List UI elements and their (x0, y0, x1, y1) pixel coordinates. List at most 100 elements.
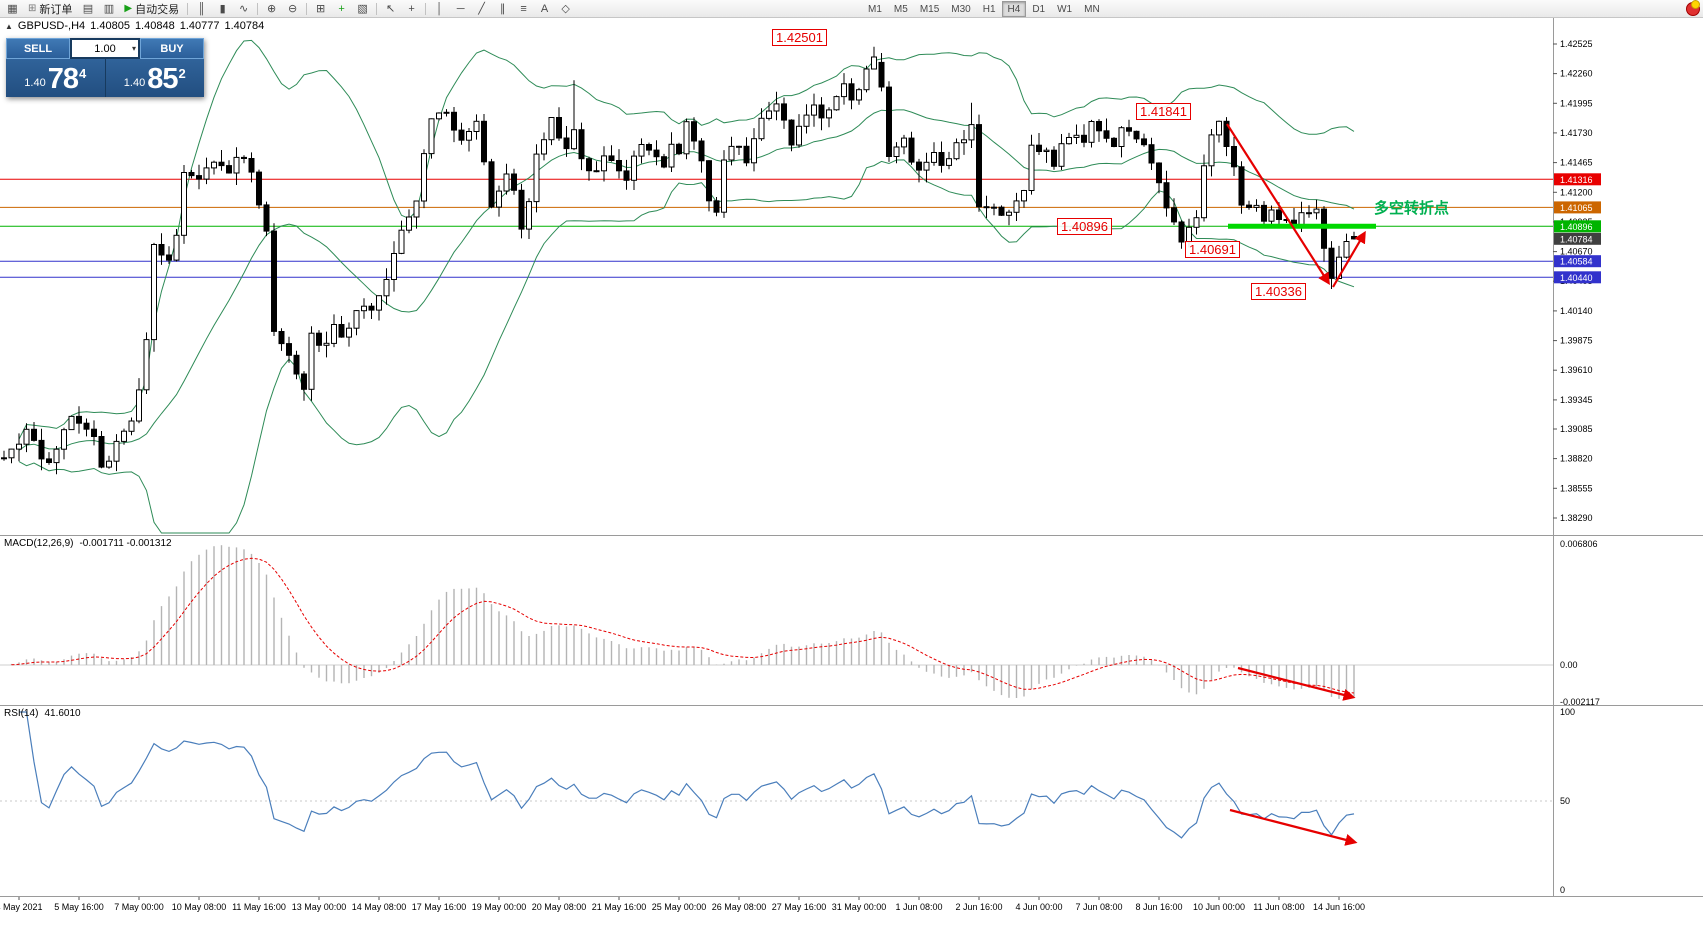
svg-text:10 May 08:00: 10 May 08:00 (172, 902, 227, 912)
navigator-icon[interactable]: ▧ (357, 3, 368, 15)
svg-text:4 Jun 00:00: 4 Jun 00:00 (1015, 902, 1062, 912)
svg-text:14 May 08:00: 14 May 08:00 (352, 902, 407, 912)
svg-text:21 May 16:00: 21 May 16:00 (592, 902, 647, 912)
equidistant-channel-icon[interactable]: ∥ (499, 3, 506, 15)
volume-input[interactable]: 1.00 ▾ (72, 40, 138, 57)
svg-text:1.41995: 1.41995 (1560, 98, 1593, 108)
svg-text:1.42525: 1.42525 (1560, 39, 1593, 49)
svg-text:13 May 00:00: 13 May 00:00 (292, 902, 347, 912)
trendline-icon[interactable]: ╱ (478, 3, 485, 15)
ohlc-open: 1.40805 (90, 20, 130, 32)
svg-text:0.006806: 0.006806 (1560, 539, 1598, 549)
svg-text:1.41316: 1.41316 (1560, 175, 1593, 185)
candlestick-chart-icon[interactable]: ▮ (219, 3, 226, 15)
svg-text:1.40584: 1.40584 (1560, 257, 1593, 267)
macd-name: MACD(12,26,9) (4, 538, 74, 549)
sell-price-point: 4 (78, 66, 87, 81)
timeframe-m5-button[interactable]: M5 (893, 3, 908, 15)
line-chart-icon[interactable]: ∿ (238, 3, 249, 15)
buy-price-prefix: 1.40 (123, 77, 146, 89)
cursor-icon[interactable]: ↖ (385, 3, 396, 15)
price-annotation-1.40896: 1.40896 (1057, 218, 1112, 235)
svg-text:1.39345: 1.39345 (1560, 395, 1593, 405)
main-toolbar: ▦ ⊞ 新订单 ▤ ▥ ▶ 自动交易 ║ ▮ ∿ ⊕ ⊖ ⊞ + ▧ ↖ + │ ─ ╱ ∥ ≡ A ◇ (0, 0, 1703, 18)
timeframe-h1-button[interactable]: H1 (982, 3, 996, 15)
price-annotation-1.40691: 1.40691 (1185, 241, 1240, 258)
indicators-icon[interactable]: + (338, 2, 345, 15)
autotrading-play-icon: ▶ (124, 3, 133, 14)
macd-pane-region[interactable] (0, 537, 1553, 705)
price-axis[interactable] (1553, 17, 1703, 896)
toolbar-separator (187, 2, 189, 15)
tile-windows-icon[interactable]: ⊞ (315, 3, 326, 15)
new-chart-icon[interactable]: ▦ (7, 3, 18, 15)
svg-text:1.40140: 1.40140 (1560, 306, 1593, 316)
note-text: 多空转折点 (1374, 200, 1450, 217)
svg-text:1.40440: 1.40440 (1560, 273, 1593, 283)
toolbar-separator (425, 2, 427, 15)
crosshair-icon[interactable]: + (408, 2, 415, 15)
svg-text:0.00: 0.00 (1560, 660, 1578, 670)
svg-text:1.40784: 1.40784 (1560, 234, 1593, 244)
buy-price-point: 2 (178, 66, 186, 81)
ohlc-high: 1.40848 (134, 20, 175, 32)
connection-status-icon[interactable] (1686, 0, 1700, 16)
data-window-icon[interactable]: ▥ (103, 3, 115, 15)
svg-text:7 May 00:00: 7 May 00:00 (114, 902, 164, 912)
vertical-line-icon[interactable]: │ (436, 2, 444, 15)
price-annotation-1.41841: 1.41841 (1136, 103, 1191, 120)
toolbar-separator (306, 2, 308, 15)
timeframe-d1-button[interactable]: D1 (1032, 3, 1046, 15)
arrows-icon[interactable]: ◇ (561, 3, 570, 15)
sell-button[interactable]: SELL (6, 38, 70, 59)
timeframe-m1-button[interactable]: M1 (868, 3, 882, 15)
pane-separator[interactable] (0, 533, 1703, 537)
new-order-button[interactable]: ⊞ 新订单 (23, 1, 77, 16)
buy-button[interactable]: BUY (140, 38, 204, 59)
one-click-trading-widget: SELL 1.00 ▾ BUY 1.40 78 4 1.40 85 2 (6, 38, 204, 97)
main-chart-region[interactable] (0, 17, 1553, 535)
chart-profiles-icon[interactable]: ▤ (82, 3, 94, 15)
svg-text:31 May 00:00: 31 May 00:00 (832, 902, 887, 912)
svg-text:27 May 16:00: 27 May 16:00 (772, 902, 827, 912)
timeframe-mn-button[interactable]: MN (1084, 3, 1100, 15)
autotrading-button[interactable]: ▶ 自动交易 (119, 1, 184, 16)
svg-text:1.38555: 1.38555 (1560, 483, 1593, 493)
svg-text:0: 0 (1560, 885, 1565, 895)
pane-separator[interactable] (0, 703, 1703, 707)
svg-text:1.39085: 1.39085 (1560, 424, 1593, 434)
horizontal-line-icon[interactable]: ─ (456, 2, 465, 15)
trade-widget-prices: 1.40 78 4 1.40 85 2 (6, 59, 204, 97)
volume-value: 1.00 (94, 42, 116, 55)
autotrading-button-label: 自动交易 (135, 3, 180, 16)
chart-menu-icon[interactable]: ▲ (5, 21, 13, 31)
svg-text:14 Jun 16:00: 14 Jun 16:00 (1313, 902, 1365, 912)
svg-text:-0.002117: -0.002117 (1560, 697, 1600, 707)
buy-price-pips: 85 (147, 63, 178, 95)
svg-text:1.41200: 1.41200 (1560, 187, 1593, 197)
timeframe-h4-button[interactable]: H4 (1001, 1, 1027, 17)
time-axis[interactable] (0, 897, 1703, 942)
fibonacci-icon[interactable]: ≡ (520, 2, 527, 15)
timeframe-w1-button[interactable]: W1 (1057, 3, 1073, 15)
svg-text:7 Jun 08:00: 7 Jun 08:00 (1075, 902, 1122, 912)
volume-dropdown-icon[interactable]: ▾ (131, 44, 136, 53)
zoom-in-icon[interactable]: ⊕ (266, 3, 277, 15)
svg-text:1.41730: 1.41730 (1560, 128, 1593, 138)
bar-chart-icon[interactable]: ║ (197, 2, 206, 15)
svg-text:1.38820: 1.38820 (1560, 454, 1593, 464)
svg-text:100: 100 (1560, 707, 1575, 717)
timeframe-m15-button[interactable]: M15 (919, 3, 940, 15)
svg-text:17 May 16:00: 17 May 16:00 (412, 902, 467, 912)
svg-text:4 May 2021: 4 May 2021 (0, 902, 43, 912)
timeframe-m30-button[interactable]: M30 (951, 3, 971, 15)
buy-price[interactable]: 1.40 85 2 (106, 59, 205, 97)
rsi-pane-region[interactable] (0, 707, 1553, 896)
text-label-icon[interactable]: A (540, 2, 549, 15)
sell-price[interactable]: 1.40 78 4 (6, 59, 106, 97)
zoom-out-icon[interactable]: ⊖ (287, 3, 298, 15)
rsi-label: RSI(14) 41.6010 (4, 708, 81, 719)
rsi-name: RSI(14) (4, 708, 39, 719)
